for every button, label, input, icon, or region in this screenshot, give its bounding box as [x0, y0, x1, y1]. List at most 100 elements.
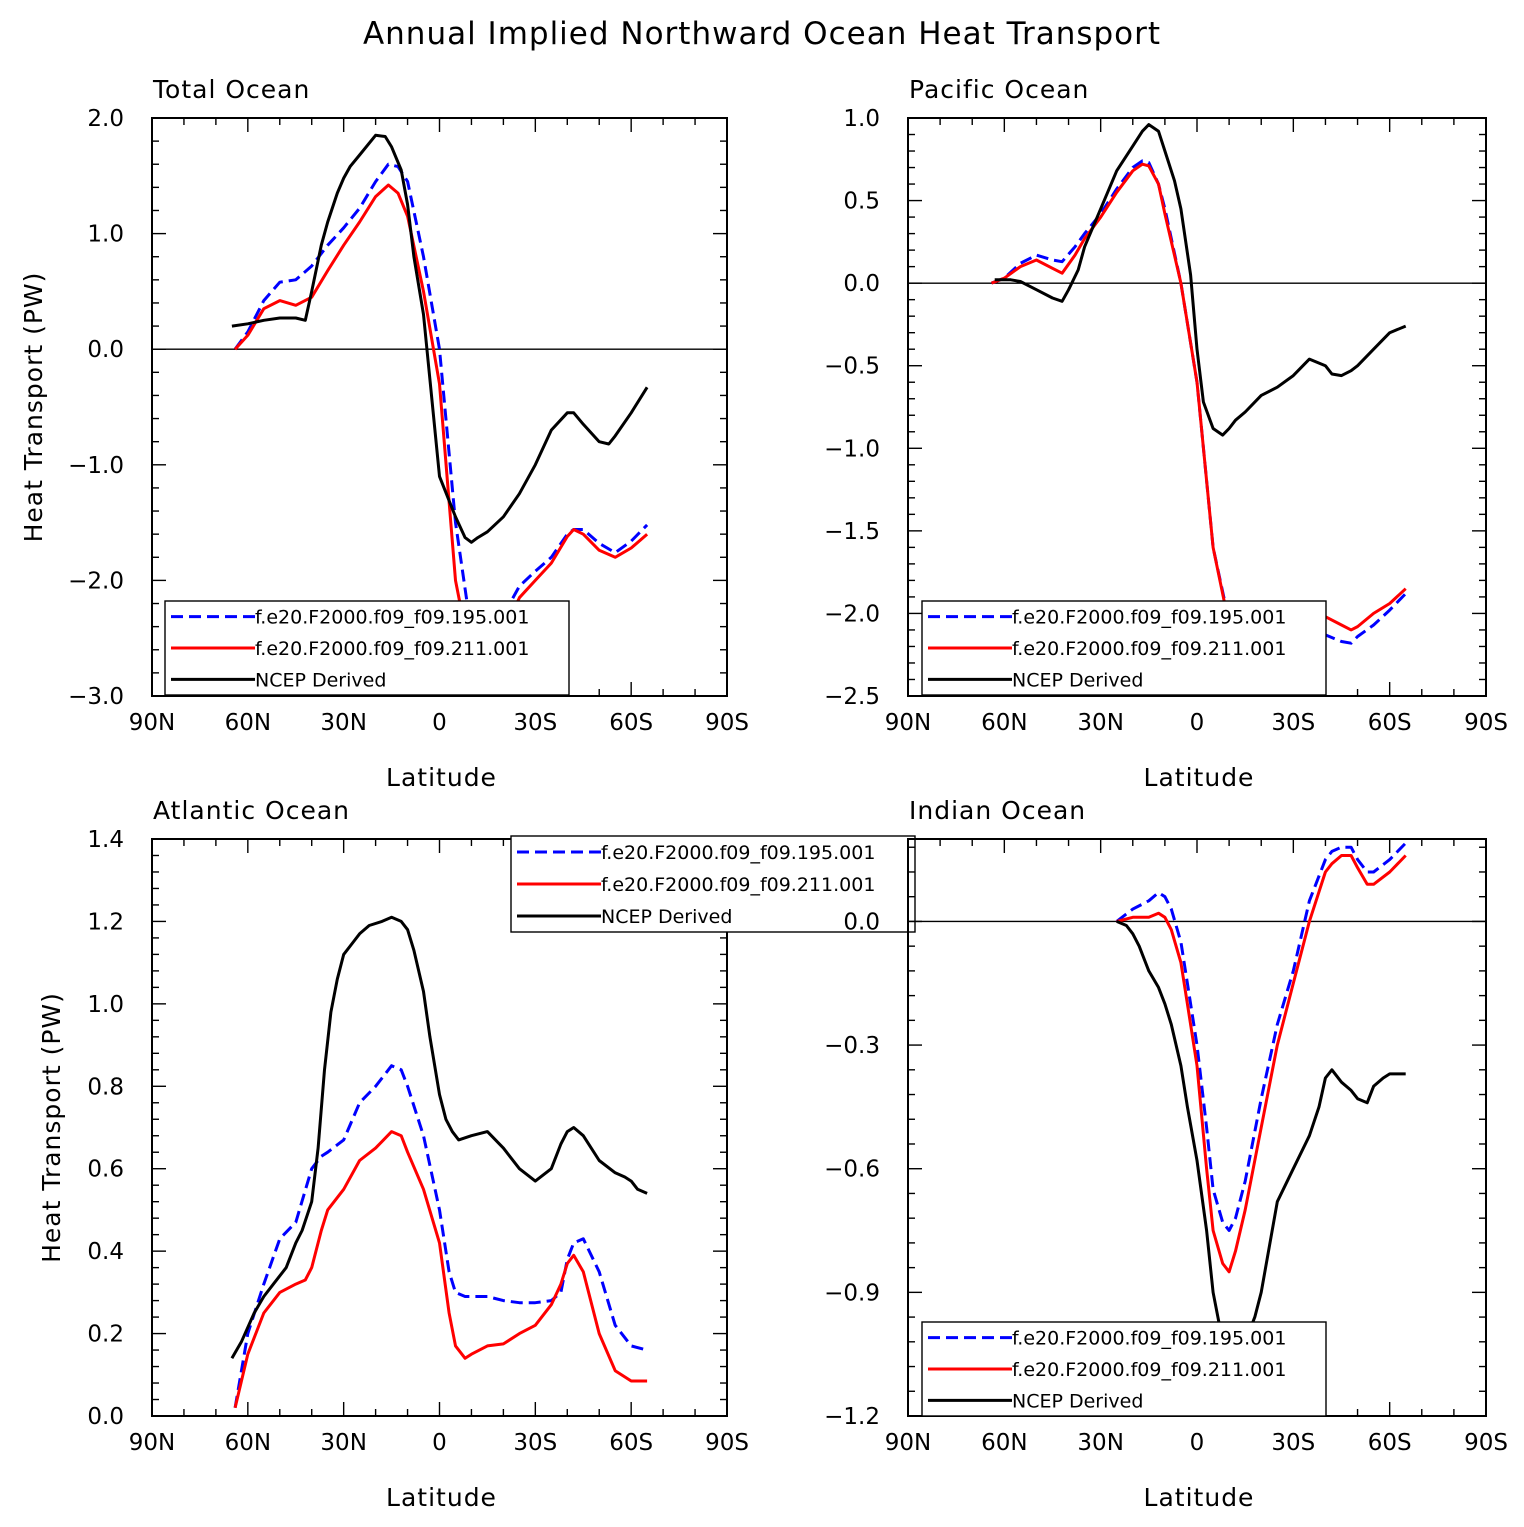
y-axis-label: Heat Transport (PW) — [37, 992, 66, 1263]
y-tick-label: 0.0 — [843, 909, 880, 935]
y-tick-label: 1.0 — [87, 992, 124, 1018]
series-line-3 — [994, 123, 1407, 437]
plot-frame — [151, 838, 728, 1417]
series-line-2 — [233, 1130, 648, 1409]
chart-panel-2: Pacific Ocean 90N 60N 30N 0 30S 60S 90S 1.0 0.5 0.… — [824, 75, 1508, 792]
x-tick-label: 90N — [129, 1430, 175, 1456]
legend-label: f.e20.F2000.f09_f09.211.001 — [1012, 638, 1286, 660]
y-tick-label: 0.0 — [843, 271, 880, 297]
legend-label: f.e20.F2000.f09_f09.195.001 — [1012, 1328, 1286, 1350]
x-tick-label: 30N — [1077, 1430, 1123, 1456]
y-tick-label: 0.6 — [87, 1157, 124, 1183]
y-tick-label: −0.5 — [824, 354, 880, 380]
x-axis-label: Latitude — [386, 763, 497, 792]
legend-label: f.e20.F2000.f09_f09.195.001 — [255, 607, 529, 629]
legend-label: NCEP Derived — [601, 906, 732, 928]
x-tick-label: 0 — [1190, 1430, 1205, 1456]
x-tick-label: 0 — [432, 1430, 447, 1456]
plot-frame — [151, 117, 728, 697]
x-tick-label: 30S — [1271, 1430, 1315, 1456]
x-tick-label: 30S — [513, 1430, 557, 1456]
legend: f.e20.F2000.f09_f09.195.001 f.e20.F2000.f… — [164, 600, 570, 696]
x-tick-label: 60N — [225, 1430, 271, 1456]
legend-label: f.e20.F2000.f09_f09.211.001 — [601, 874, 875, 896]
x-axis-label: Latitude — [1144, 1483, 1255, 1512]
x-tick-label: 90S — [705, 710, 749, 736]
y-tick-label: −2.0 — [68, 568, 124, 594]
chart-panel-1: Total Ocean 90N 60N 30N 0 30S 60S 90S 2.0 1.0 0.0 −… — [19, 75, 749, 792]
y-tick-label: 0.5 — [843, 189, 880, 215]
y-tick-label: −1.2 — [824, 1404, 880, 1430]
legend-label: NCEP Derived — [1012, 1390, 1143, 1412]
x-axis-label: Latitude — [1144, 763, 1255, 792]
legend: f.e20.F2000.f09_f09.195.001 f.e20.F2000.f… — [921, 600, 1327, 696]
y-tick-label: 0.0 — [87, 1404, 124, 1430]
y-tick-label: 1.4 — [87, 827, 124, 853]
x-tick-label: 90S — [705, 1430, 749, 1456]
legend-label: NCEP Derived — [1012, 669, 1143, 691]
x-axis-label: Latitude — [386, 1483, 497, 1512]
panel-title: Atlantic Ocean — [153, 796, 350, 825]
series-line-2 — [990, 162, 1407, 640]
chart-panel-3: Atlantic Ocean 90N 60N 30N 0 30S 60S 90S 1.4 1.2 1… — [37, 796, 916, 1512]
legend-label: f.e20.F2000.f09_f09.211.001 — [1012, 1359, 1286, 1381]
plot-frame — [907, 117, 1487, 697]
series-line-3 — [1116, 920, 1406, 1360]
y-tick-label: −1.0 — [824, 436, 880, 462]
y-tick-label: 0.2 — [87, 1322, 124, 1348]
y-tick-label: −1.5 — [824, 519, 880, 545]
y-tick-label: −1.0 — [68, 453, 124, 479]
x-tick-label: 60N — [225, 710, 271, 736]
x-tick-label: 90S — [1464, 710, 1508, 736]
x-tick-label: 90S — [1464, 1430, 1508, 1456]
x-tick-label: 60S — [609, 710, 653, 736]
y-tick-label: −2.5 — [824, 684, 880, 710]
y-tick-label: 1.0 — [843, 106, 880, 132]
chart-panel-4: Indian Ocean 90N 60N 30N 0 30S 60S 90S 0.0 −0.3 −0… — [824, 796, 1508, 1512]
y-tick-label: 0.8 — [87, 1074, 124, 1100]
x-tick-label: 60N — [981, 710, 1027, 736]
legend: f.e20.F2000.f09_f09.195.001 f.e20.F2000.f… — [921, 1321, 1327, 1417]
figure-title: Annual Implied Northward Ocean Heat Tran… — [363, 16, 1161, 52]
x-tick-label: 30S — [1271, 710, 1315, 736]
x-tick-label: 60S — [609, 1430, 653, 1456]
legend: f.e20.F2000.f09_f09.195.001 f.e20.F2000.f… — [510, 835, 916, 933]
x-tick-label: 90N — [885, 1430, 931, 1456]
series-line-3 — [230, 915, 648, 1360]
x-tick-label: 0 — [432, 710, 447, 736]
y-tick-label: 1.0 — [87, 222, 124, 248]
x-tick-label: 0 — [1190, 710, 1205, 736]
y-tick-label: 0.4 — [87, 1239, 124, 1265]
x-tick-label: 30S — [513, 710, 557, 736]
y-tick-label: 1.2 — [87, 909, 124, 935]
series-line-2 — [1116, 854, 1407, 1274]
y-tick-label: −2.0 — [824, 601, 880, 627]
x-tick-label: 90N — [129, 710, 175, 736]
y-tick-label: −0.9 — [824, 1280, 880, 1306]
y-tick-label: 2.0 — [87, 106, 124, 132]
y-tick-label: −3.0 — [68, 684, 124, 710]
y-axis-label: Heat Transport (PW) — [19, 272, 48, 543]
y-tick-label: −0.3 — [824, 1033, 880, 1059]
x-tick-label: 30N — [1077, 710, 1123, 736]
series-line-1 — [233, 1064, 648, 1409]
series-line-1 — [990, 159, 1407, 645]
legend-label: f.e20.F2000.f09_f09.195.001 — [1012, 607, 1286, 629]
x-tick-label: 60S — [1368, 710, 1412, 736]
series-line-1 — [1115, 842, 1407, 1232]
panel-title: Total Ocean — [152, 75, 310, 104]
x-tick-label: 60S — [1368, 1430, 1412, 1456]
x-tick-label: 30N — [320, 710, 366, 736]
x-tick-label: 90N — [885, 710, 931, 736]
series-line-3 — [231, 133, 649, 544]
x-tick-label: 60N — [981, 1430, 1027, 1456]
y-tick-label: 0.0 — [87, 337, 124, 363]
x-tick-label: 30N — [320, 1430, 366, 1456]
panel-title: Indian Ocean — [909, 796, 1086, 825]
panel-title: Pacific Ocean — [909, 75, 1089, 104]
legend-label: f.e20.F2000.f09_f09.195.001 — [601, 842, 875, 864]
legend-label: f.e20.F2000.f09_f09.211.001 — [255, 638, 529, 660]
y-tick-label: −0.6 — [824, 1157, 880, 1183]
legend-label: NCEP Derived — [255, 669, 386, 691]
